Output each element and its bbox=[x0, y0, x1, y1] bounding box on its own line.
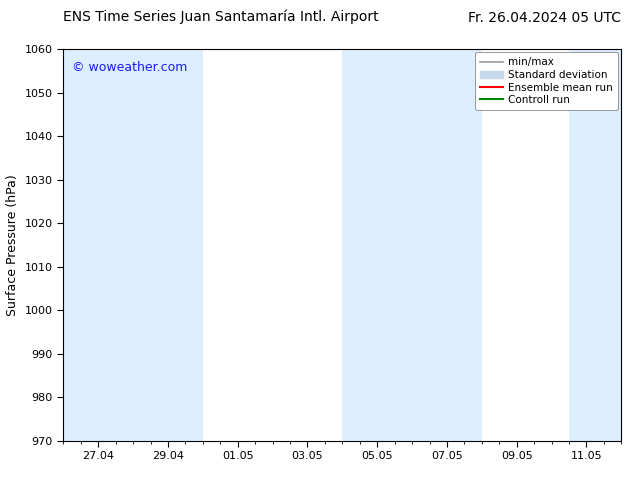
Bar bbox=[569, 49, 621, 441]
Bar bbox=[412, 49, 482, 441]
Bar bbox=[342, 49, 412, 441]
Bar bbox=[63, 49, 133, 441]
Text: ENS Time Series Juan Santamaría Intl. Airport: ENS Time Series Juan Santamaría Intl. Ai… bbox=[63, 10, 379, 24]
Y-axis label: Surface Pressure (hPa): Surface Pressure (hPa) bbox=[6, 174, 19, 316]
Text: © woweather.com: © woweather.com bbox=[72, 61, 187, 74]
Legend: min/max, Standard deviation, Ensemble mean run, Controll run: min/max, Standard deviation, Ensemble me… bbox=[475, 52, 618, 110]
Bar bbox=[133, 49, 203, 441]
Text: Fr. 26.04.2024 05 UTC: Fr. 26.04.2024 05 UTC bbox=[469, 10, 621, 24]
